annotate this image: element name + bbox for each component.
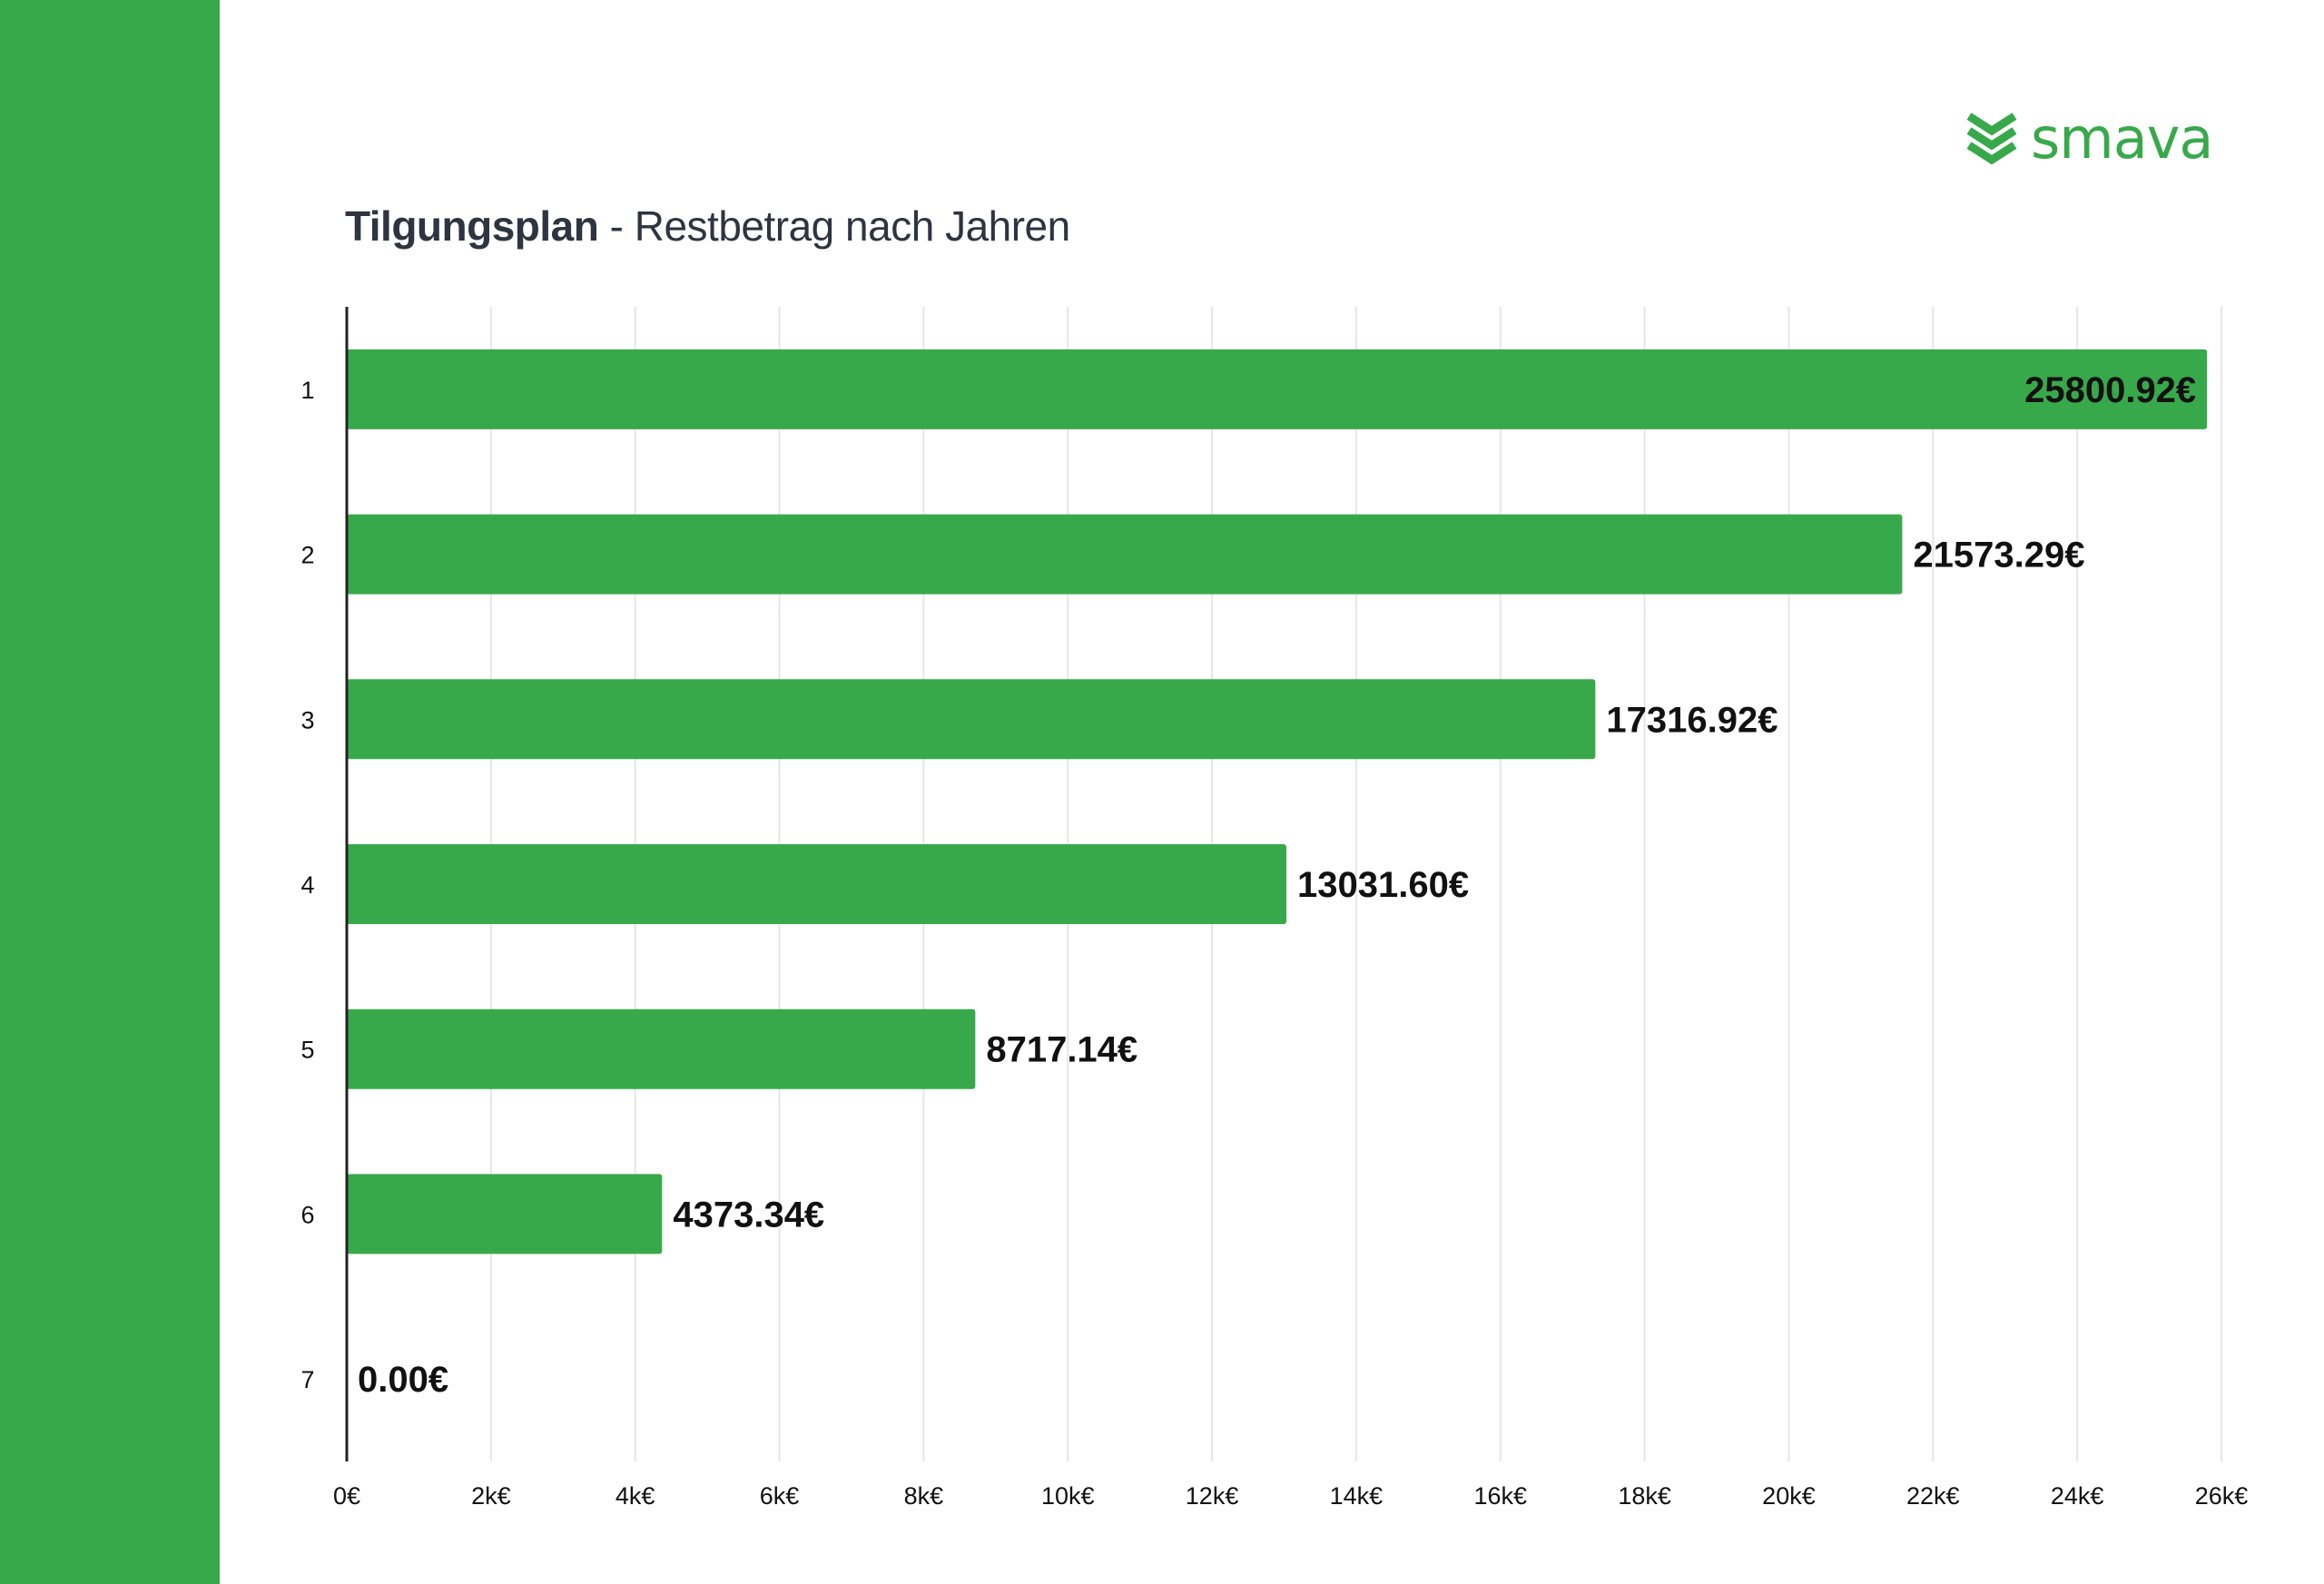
value-label: 25800.92€ bbox=[2024, 370, 2196, 410]
chart-title: Tilgungsplan - Restbetrag nach Jahren bbox=[345, 202, 1070, 251]
bar-year-2 bbox=[347, 514, 1903, 595]
y-category-label: 3 bbox=[300, 706, 314, 733]
x-tick-label: 16k€ bbox=[1473, 1482, 1527, 1510]
x-tick-label: 8k€ bbox=[904, 1482, 944, 1510]
bar-year-1 bbox=[347, 349, 2208, 429]
x-tick-label: 4k€ bbox=[615, 1482, 655, 1510]
bar-year-6 bbox=[347, 1174, 663, 1254]
value-label: 0.00€ bbox=[358, 1360, 448, 1400]
bars bbox=[347, 349, 2208, 1254]
chart-title-rest: - Restbetrag nach Jahren bbox=[598, 202, 1071, 250]
y-category-label: 6 bbox=[300, 1201, 314, 1228]
x-tick-label: 18k€ bbox=[1618, 1482, 1671, 1510]
chevron-stack-icon bbox=[1965, 111, 2018, 167]
bar-year-3 bbox=[347, 679, 1596, 760]
y-category-label: 7 bbox=[300, 1366, 314, 1393]
x-tick-label: 14k€ bbox=[1330, 1482, 1384, 1510]
y-category-label: 4 bbox=[300, 871, 314, 899]
y-category-label: 5 bbox=[300, 1037, 314, 1064]
value-label: 4373.34€ bbox=[673, 1195, 824, 1235]
brand-logo: smava bbox=[1965, 105, 2213, 172]
bar-year-5 bbox=[347, 1008, 976, 1089]
value-label: 21573.29€ bbox=[1913, 536, 2084, 576]
value-label: 13031.60€ bbox=[1297, 865, 1469, 905]
chart-title-bold: Tilgungsplan bbox=[345, 202, 599, 250]
bar-year-4 bbox=[347, 844, 1287, 924]
x-tick-label: 24k€ bbox=[2051, 1482, 2104, 1510]
x-tick-label: 2k€ bbox=[471, 1482, 511, 1510]
x-tick-label: 10k€ bbox=[1041, 1482, 1095, 1510]
x-tick-label: 26k€ bbox=[2195, 1482, 2249, 1510]
y-category-label: 1 bbox=[300, 377, 314, 404]
brand-name: smava bbox=[2031, 105, 2213, 172]
x-tick-label: 0€ bbox=[333, 1482, 360, 1510]
x-tick-label: 20k€ bbox=[1762, 1482, 1816, 1510]
x-tick-label: 12k€ bbox=[1186, 1482, 1239, 1510]
value-label: 17316.92€ bbox=[1606, 700, 1777, 740]
labels: 0€ 2k€ 4k€ 6k€ 8k€ 10k€ 12k€ 14k€ 16k€ 18k€ 20k€ 22… bbox=[300, 370, 2248, 1510]
y-category-label: 2 bbox=[300, 542, 314, 569]
value-label: 8717.14€ bbox=[986, 1030, 1137, 1070]
side-color-band bbox=[0, 0, 220, 1584]
x-tick-label: 6k€ bbox=[760, 1482, 800, 1510]
x-tick-label: 22k€ bbox=[1906, 1482, 1960, 1510]
